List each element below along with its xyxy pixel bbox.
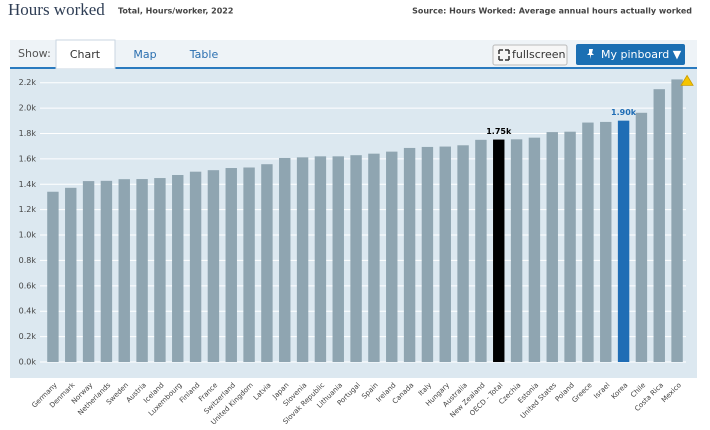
- bar: [528, 137, 541, 362]
- bar: [154, 178, 166, 362]
- bar: [314, 156, 327, 362]
- bar: [421, 146, 434, 362]
- pin-icon: [587, 49, 594, 59]
- value-label: 1.75k: [486, 127, 512, 136]
- bar: [296, 157, 309, 362]
- bar: [457, 145, 469, 362]
- bar: [386, 151, 398, 362]
- bar: [136, 179, 148, 362]
- tab[interactable]: Table: [189, 48, 219, 61]
- bar: [189, 171, 202, 362]
- show-label: Show:: [18, 47, 51, 60]
- bar: [82, 181, 95, 362]
- bar: [118, 179, 130, 362]
- y-tick-label: 0.2k: [19, 332, 37, 341]
- pinboard-text[interactable]: My pinboard ▼: [601, 48, 682, 61]
- tab-active[interactable]: [55, 39, 116, 70]
- y-tick-label: 2.2k: [19, 78, 37, 87]
- bar: [47, 191, 59, 362]
- y-tick-label: 1.0k: [19, 231, 37, 240]
- bar: [546, 132, 558, 362]
- tab[interactable]: Map: [133, 48, 156, 61]
- bar: [439, 146, 451, 362]
- y-tick-label: 1.8k: [19, 129, 37, 138]
- bar: [493, 139, 505, 362]
- x-tick-label: Israel: [592, 381, 611, 400]
- pinboard-button[interactable]: [576, 44, 685, 65]
- bar: [100, 180, 113, 362]
- tab[interactable]: Chart: [70, 48, 101, 61]
- y-tick-label: 2.0k: [19, 104, 37, 113]
- bar: [564, 131, 576, 362]
- bar: [617, 120, 630, 362]
- bar: [582, 122, 594, 362]
- x-tick-label: Mexico: [660, 381, 683, 404]
- x-tick-label: Greece: [570, 381, 593, 404]
- y-tick-label: 0.6k: [19, 281, 37, 290]
- bar: [653, 89, 665, 362]
- bar: [225, 168, 237, 362]
- bar: [207, 170, 220, 362]
- fullscreen-icon: [498, 49, 510, 61]
- bar: [350, 155, 362, 362]
- y-tick-label: 1.4k: [19, 180, 37, 189]
- fullscreen-button[interactable]: [492, 44, 568, 66]
- bar: [671, 79, 683, 363]
- bar: [600, 121, 612, 362]
- source: Source: Hours Worked: Average annual hou…: [412, 7, 692, 16]
- x-tick-label: Finland: [178, 381, 201, 404]
- bar: [65, 187, 77, 362]
- bar: [172, 174, 184, 362]
- subtitle: Total, Hours/worker, 2022: [118, 7, 233, 16]
- y-tick-label: 1.2k: [19, 205, 37, 214]
- bar: [279, 157, 291, 362]
- title: Hours worked: [8, 0, 105, 19]
- bar: [635, 112, 648, 362]
- toolbar-border: [10, 67, 697, 69]
- bar: [403, 147, 416, 362]
- y-tick-label: 0.4k: [19, 307, 37, 316]
- bar: [243, 167, 255, 362]
- bar: [332, 156, 344, 362]
- warning-icon: [680, 74, 694, 86]
- x-tick-label: Korea: [610, 381, 630, 401]
- bar: [475, 139, 487, 362]
- y-tick-label: 0.8k: [19, 256, 37, 265]
- bar: [510, 139, 523, 362]
- y-tick-label: 1.6k: [19, 154, 37, 163]
- value-label: 1.90k: [611, 108, 637, 117]
- y-tick-label: 0.0k: [19, 358, 37, 367]
- bar: [261, 164, 273, 362]
- bar: [368, 153, 380, 362]
- fullscreen-text[interactable]: fullscreen: [512, 48, 566, 61]
- x-tick-label: Latvia: [252, 381, 273, 402]
